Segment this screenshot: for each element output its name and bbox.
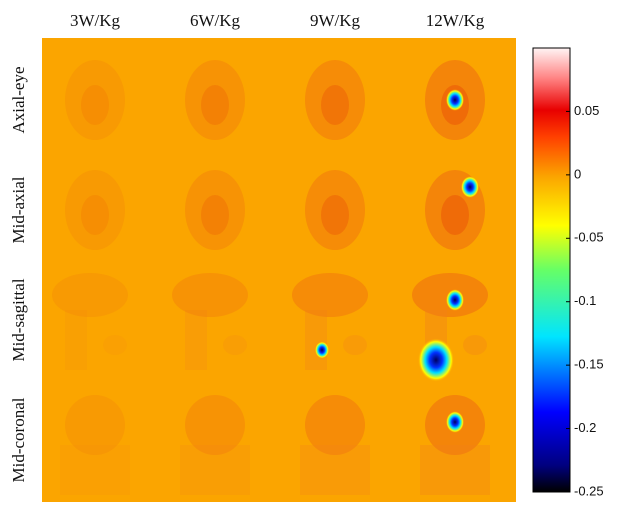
slice [292,273,368,317]
hotspot [315,341,329,359]
colorbar-tick-label: -0.25 [574,483,604,498]
slice-chin [223,335,247,355]
slice-core [201,85,229,125]
slice-neck [60,445,130,495]
column-label: 9W/Kg [310,11,361,30]
row-label: Mid-sagittal [9,278,28,361]
slice-neck [300,445,370,495]
colorbar-tick-label: -0.05 [574,230,604,245]
slice-core [321,195,349,235]
column-label: 12W/Kg [426,11,485,30]
hotspot [446,289,464,311]
slice [305,395,365,455]
colorbar-tick-label: 0.05 [574,103,599,118]
colorbar-tick-label: -0.1 [574,293,596,308]
slices [52,60,490,495]
colorbar-tick-label: -0.15 [574,357,604,372]
slice [185,395,245,455]
column-label: 3W/Kg [70,11,121,30]
slice [52,273,128,317]
hotspot [418,338,454,382]
slice-chin [343,335,367,355]
row-label: Mid-axial [9,176,28,243]
slice [185,170,245,250]
slice [65,395,125,455]
slice [305,170,365,250]
slice-neck [180,445,250,495]
slice-chin [103,335,127,355]
slice [305,60,365,140]
row-label: Axial-eye [9,66,28,133]
slice-neck [420,445,490,495]
hotspot [446,411,464,433]
slice-neck [305,310,327,370]
column-label: 6W/Kg [190,11,241,30]
slice-core [81,195,109,235]
slice-core [81,85,109,125]
slice-core [441,195,469,235]
slice [65,170,125,250]
slice [65,60,125,140]
slice [185,60,245,140]
hotspot [461,176,479,198]
colorbar-tick-label: 0 [574,166,581,181]
slice-neck [65,310,87,370]
row-label: Mid-coronal [9,397,28,482]
slice-chin [463,335,487,355]
slice-core [201,195,229,235]
colorbar [532,47,571,493]
slice [172,273,248,317]
slice-neck [185,310,207,370]
hotspot [446,89,464,111]
colorbar-tick-label: -0.2 [574,420,596,435]
slice-core [321,85,349,125]
